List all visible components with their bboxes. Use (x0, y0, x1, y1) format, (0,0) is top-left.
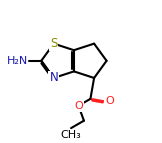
Text: N: N (49, 72, 58, 85)
Text: O: O (74, 101, 83, 111)
Text: H₂N: H₂N (7, 56, 28, 66)
Text: CH₃: CH₃ (61, 130, 81, 140)
Text: O: O (105, 96, 114, 106)
Text: S: S (50, 37, 58, 50)
